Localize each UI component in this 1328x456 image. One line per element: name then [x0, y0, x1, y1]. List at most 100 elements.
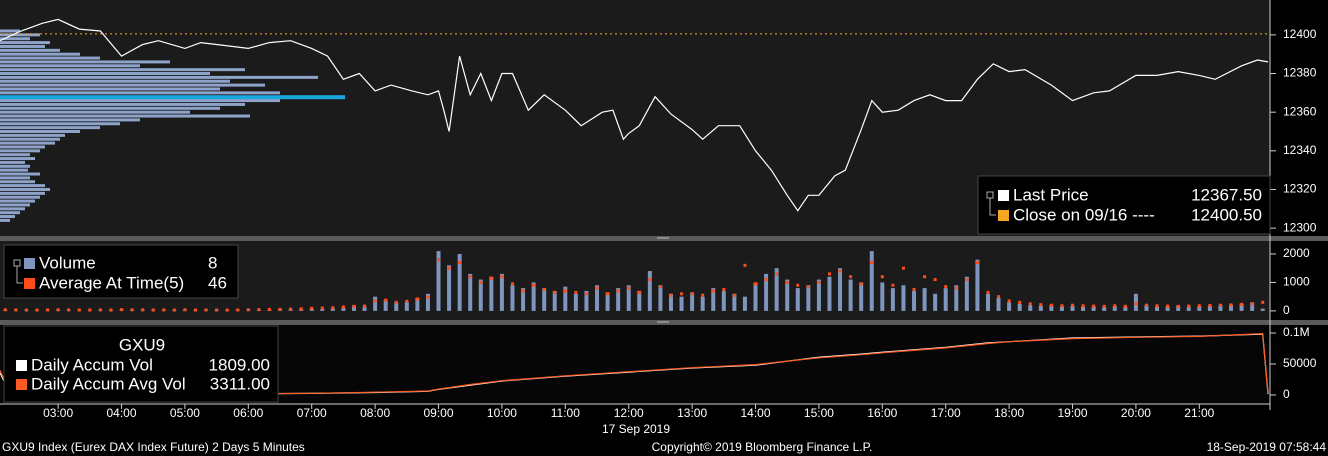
avg-dot — [574, 290, 578, 294]
profile-bar — [0, 207, 25, 211]
avg-dot — [109, 308, 113, 312]
x-tick-label: 19:00 — [1058, 406, 1088, 420]
avg-dot — [352, 304, 356, 308]
avg-dot — [1250, 302, 1254, 306]
avg-dot — [965, 278, 969, 282]
avg-dot — [1007, 299, 1011, 303]
bar — [552, 290, 557, 311]
avg-dot — [743, 263, 747, 267]
avg-dot — [553, 290, 557, 294]
y-tick-label: 2000 — [1283, 246, 1310, 260]
avg-dot — [267, 307, 271, 311]
y-tick-label: 0.1M — [1283, 325, 1310, 339]
profile-bar — [0, 187, 50, 191]
profile-bar — [0, 149, 40, 153]
avg-dot — [405, 299, 409, 303]
avg-dot — [648, 278, 652, 282]
line — [0, 332, 1269, 396]
legend-swatch — [998, 190, 1009, 201]
avg-dot — [447, 266, 451, 270]
bar — [1144, 305, 1149, 311]
avg-dot — [912, 288, 916, 292]
avg-dot — [1218, 303, 1222, 307]
avg-dot — [341, 305, 345, 309]
bar — [1038, 305, 1043, 311]
avg-dot — [669, 293, 673, 297]
profile-bar — [0, 56, 100, 60]
avg-dot — [954, 286, 958, 290]
avg-dot — [1102, 304, 1106, 308]
bar — [785, 279, 790, 311]
avg-dot — [77, 308, 81, 312]
bar — [1207, 305, 1212, 311]
avg-dot — [1081, 304, 1085, 308]
profile-bar — [0, 141, 55, 145]
avg-dot — [458, 261, 462, 264]
avg-dot — [785, 280, 789, 284]
bar — [1091, 306, 1096, 311]
bar — [489, 276, 494, 311]
avg-dot — [394, 300, 398, 304]
avg-dot — [172, 308, 176, 312]
profile-bar — [0, 176, 30, 180]
bar — [1081, 306, 1086, 311]
profile-bar — [0, 52, 80, 56]
bar — [838, 268, 843, 311]
bar — [700, 296, 705, 311]
bar — [394, 302, 399, 311]
bar — [869, 251, 874, 311]
avg-dot — [1197, 304, 1201, 308]
avg-dot — [944, 285, 948, 289]
profile-bar — [0, 133, 65, 137]
bar — [637, 290, 642, 311]
bar — [1250, 302, 1255, 311]
bar — [521, 288, 526, 311]
bar — [351, 305, 356, 311]
profile-bar — [0, 203, 30, 207]
profile-bar — [0, 153, 30, 157]
legend-swatch — [24, 258, 35, 269]
bar — [806, 285, 811, 311]
profile-bar — [0, 110, 190, 114]
x-tick-label: 15:00 — [804, 406, 834, 420]
profile-bar — [0, 122, 120, 126]
avg-dot — [489, 276, 493, 280]
bar — [436, 251, 441, 311]
x-tick-label: 10:00 — [487, 406, 517, 420]
bar — [732, 293, 737, 311]
avg-dot — [1028, 302, 1032, 306]
line — [0, 18, 1269, 212]
bar — [373, 296, 378, 311]
avg-dot — [225, 308, 229, 312]
bar — [827, 276, 832, 311]
avg-dot — [3, 308, 7, 312]
bar — [425, 293, 430, 311]
avg-dot — [986, 290, 990, 294]
avg-dot — [1113, 304, 1117, 308]
x-tick-label: 06:00 — [233, 406, 263, 420]
profile-bar — [0, 145, 45, 149]
bar — [742, 296, 747, 311]
avg-dot — [754, 282, 758, 286]
avg-dot — [426, 295, 430, 299]
avg-dot — [320, 306, 324, 310]
y-tick-label: 50000 — [1283, 356, 1317, 370]
legend-label: Last Price — [1013, 185, 1089, 204]
footer-right: 18-Sep-2019 07:58:44 — [1207, 440, 1327, 454]
legend-box — [3, 325, 279, 403]
bar — [584, 290, 589, 311]
avg-dot — [521, 289, 525, 293]
avg-dot — [1018, 300, 1022, 304]
avg-dot — [923, 275, 927, 279]
avg-dot — [627, 286, 631, 290]
avg-dot — [849, 275, 853, 279]
profile-bar — [0, 184, 45, 188]
bar — [1007, 302, 1012, 311]
avg-dot — [236, 308, 240, 312]
profile-bar — [0, 137, 60, 141]
avg-dot — [701, 293, 705, 297]
avg-dot — [468, 275, 472, 279]
profile-bar — [0, 157, 35, 161]
avg-dot — [933, 278, 937, 282]
